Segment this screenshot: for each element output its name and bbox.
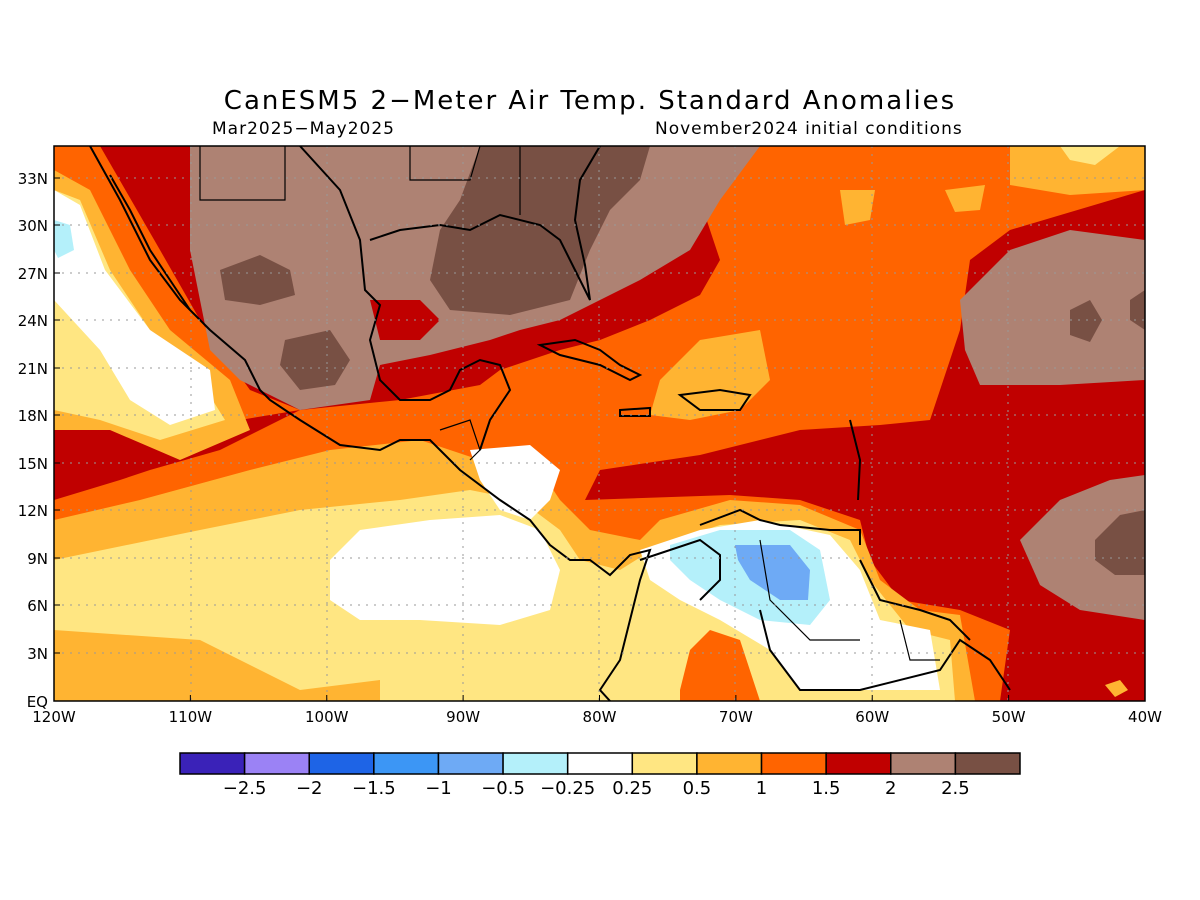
initial-conditions: November2024 initial conditions — [655, 119, 963, 139]
lat-label: 6N — [27, 597, 48, 615]
graticule — [54, 146, 1145, 701]
colorbar-label: −1.5 — [352, 778, 396, 799]
lon-label: 80W — [583, 708, 617, 726]
lat-label: 15N — [18, 455, 48, 473]
lon-label: 60W — [855, 708, 889, 726]
lon-label: 50W — [992, 708, 1026, 726]
colorbar-swatch — [437, 752, 504, 775]
lat-label: 12N — [18, 502, 48, 520]
lon-label: 90W — [446, 708, 480, 726]
colorbar-swatch — [825, 752, 892, 775]
colorbar-swatch — [243, 752, 310, 775]
lat-label: 24N — [18, 312, 48, 330]
borders — [199, 146, 940, 661]
colorbar-swatch — [308, 752, 375, 775]
colorbar-swatch — [890, 752, 957, 775]
lat-label: 21N — [18, 360, 48, 378]
colorbar-label: −1 — [425, 778, 452, 799]
lon-label: 100W — [305, 708, 349, 726]
colorbar-label: 0.5 — [683, 778, 712, 799]
lat-label: EQ — [27, 693, 48, 711]
lon-label: 120W — [32, 708, 76, 726]
lat-label: 30N — [18, 217, 48, 235]
lat-label: 33N — [18, 170, 48, 188]
coastlines — [89, 146, 1011, 701]
lat-label: 3N — [27, 645, 48, 663]
lat-label: 9N — [27, 550, 48, 568]
colorbar-label: 0.25 — [612, 778, 652, 799]
colorbar-label: −0.5 — [481, 778, 525, 799]
lat-label: 18N — [18, 407, 48, 425]
colorbar-swatch — [566, 752, 634, 775]
colorbar-label: 2.5 — [941, 778, 970, 799]
lat-label: 27N — [18, 265, 48, 283]
colorbar: −2.5 −2 −1.5 −1 −0.5 −0.25 0.25 0.5 1 1.5 2 2.5 — [179, 752, 1021, 799]
colorbar-label: 1.5 — [812, 778, 841, 799]
colorbar-label: 2 — [885, 778, 896, 799]
colorbar-swatch — [954, 752, 1021, 775]
colorbar-swatch — [760, 752, 827, 775]
anomaly-field — [54, 146, 1145, 701]
colorbar-label: 1 — [756, 778, 767, 799]
colorbar-label: −0.25 — [540, 778, 595, 799]
colorbar-swatch — [373, 752, 440, 775]
forecast-period: Mar2025−May2025 — [212, 119, 395, 139]
colorbar-swatch — [631, 752, 698, 775]
colorbar-swatch — [696, 752, 763, 775]
lon-label: 70W — [719, 708, 753, 726]
colorbar-swatch — [179, 752, 246, 775]
lon-label: 40W — [1128, 708, 1162, 726]
colorbar-label: −2.5 — [223, 778, 267, 799]
colorbar-label: −2 — [296, 778, 323, 799]
colorbar-swatch — [502, 752, 569, 775]
map-title: CanESM5 2−Meter Air Temp. Standard Anoma… — [223, 86, 957, 116]
lon-label: 110W — [169, 708, 213, 726]
